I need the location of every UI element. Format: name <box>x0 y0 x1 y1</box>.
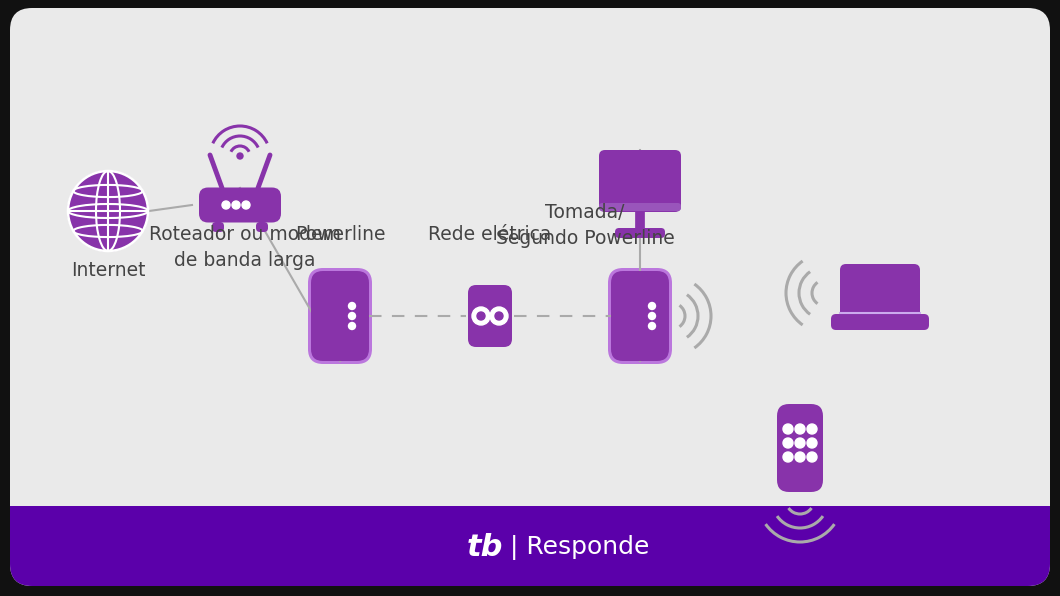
Circle shape <box>783 452 793 462</box>
FancyBboxPatch shape <box>199 188 281 222</box>
FancyBboxPatch shape <box>611 271 669 361</box>
Circle shape <box>68 171 148 251</box>
Circle shape <box>237 153 243 159</box>
Text: Powerline: Powerline <box>295 225 385 244</box>
Circle shape <box>232 201 240 209</box>
FancyBboxPatch shape <box>840 264 920 322</box>
FancyBboxPatch shape <box>10 8 1050 586</box>
FancyBboxPatch shape <box>311 271 369 361</box>
Circle shape <box>649 322 655 330</box>
Circle shape <box>795 424 805 434</box>
FancyBboxPatch shape <box>777 404 823 492</box>
Circle shape <box>795 452 805 462</box>
Circle shape <box>490 307 508 325</box>
Circle shape <box>349 312 355 319</box>
Circle shape <box>807 424 817 434</box>
Circle shape <box>783 424 793 434</box>
Bar <box>10 506 1050 556</box>
Circle shape <box>349 303 355 309</box>
Circle shape <box>649 312 655 319</box>
Text: Tomada/
Segundo Powerline: Tomada/ Segundo Powerline <box>496 203 674 248</box>
Circle shape <box>795 438 805 448</box>
FancyBboxPatch shape <box>608 268 672 364</box>
Circle shape <box>495 312 504 320</box>
FancyBboxPatch shape <box>212 222 224 232</box>
Circle shape <box>222 201 230 209</box>
Circle shape <box>242 201 250 209</box>
Circle shape <box>807 452 817 462</box>
FancyBboxPatch shape <box>10 506 1050 586</box>
FancyBboxPatch shape <box>469 285 512 347</box>
FancyBboxPatch shape <box>599 203 681 211</box>
Text: | Responde: | Responde <box>510 535 650 560</box>
FancyBboxPatch shape <box>308 268 372 364</box>
Circle shape <box>649 303 655 309</box>
FancyBboxPatch shape <box>831 314 929 330</box>
Circle shape <box>477 312 485 320</box>
Circle shape <box>472 307 490 325</box>
FancyBboxPatch shape <box>615 228 665 238</box>
Text: Internet: Internet <box>71 261 145 280</box>
FancyBboxPatch shape <box>599 150 681 212</box>
Text: Roteador ou modem
de banda larga: Roteador ou modem de banda larga <box>149 225 341 271</box>
Circle shape <box>807 438 817 448</box>
Circle shape <box>783 438 793 448</box>
Circle shape <box>349 322 355 330</box>
Text: Rede elétrica: Rede elétrica <box>428 225 551 244</box>
Text: tb: tb <box>466 533 503 563</box>
FancyBboxPatch shape <box>257 222 268 232</box>
